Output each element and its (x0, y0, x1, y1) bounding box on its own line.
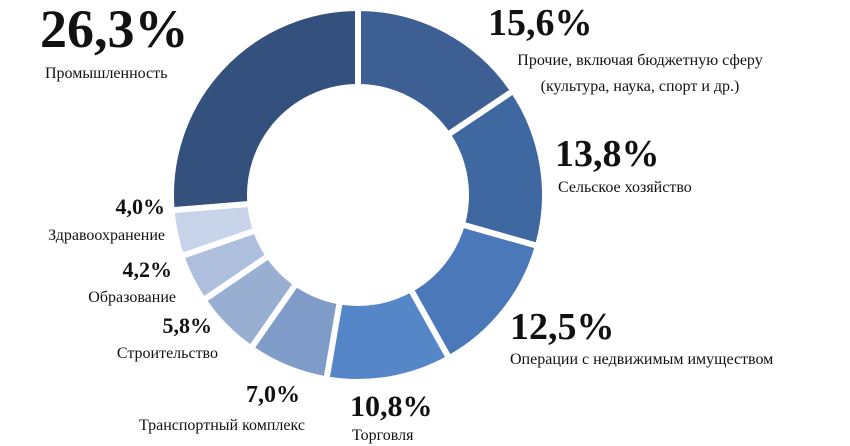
category-label: Промышленность (45, 65, 168, 82)
value-label: 15,6% (488, 2, 593, 44)
category-label: Торговля (352, 427, 414, 444)
category-label: Операции с недвижимым имуществом (510, 351, 774, 368)
category-label: Транспортный комплекс (138, 417, 305, 434)
category-label: Здравоохранение (48, 227, 165, 244)
value-label: 26,3% (40, 0, 189, 59)
category-label: Сельское хозяйство (558, 179, 692, 196)
category-label: Строительство (116, 345, 218, 362)
value-label: 7,0% (246, 382, 300, 408)
value-label: 10,8% (350, 390, 433, 423)
value-label: 4,0% (115, 194, 166, 219)
category-label: Образование (88, 289, 176, 306)
value-label: 12,5% (510, 306, 615, 348)
donut-segment (168, 4, 361, 214)
value-label: 13,8% (555, 133, 660, 175)
value-label: 4,2% (122, 257, 173, 282)
value-label: 5,8% (162, 313, 213, 338)
category-label: Прочие, включая бюджетную сферу (культур… (517, 52, 763, 95)
